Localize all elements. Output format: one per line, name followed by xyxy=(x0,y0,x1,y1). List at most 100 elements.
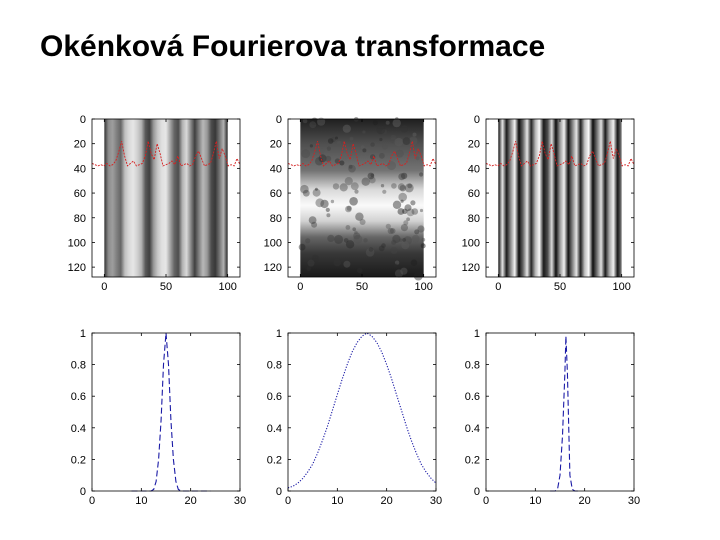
texture-dot xyxy=(370,173,375,178)
texture-dot xyxy=(400,199,404,203)
y-tick-label: 1 xyxy=(474,328,480,340)
y-tick-label: 0.4 xyxy=(71,423,86,435)
texture-dot xyxy=(346,205,352,211)
texture-dot xyxy=(404,183,414,193)
texture-dot xyxy=(398,173,406,181)
texture-dot xyxy=(370,142,375,147)
texture-dot xyxy=(398,192,408,202)
texture-dot xyxy=(360,145,365,150)
texture-dot xyxy=(400,267,408,275)
texture-dot xyxy=(419,172,424,177)
y-tick-label: 100 xyxy=(264,237,282,249)
texture-dot xyxy=(353,232,361,240)
y-tick-label: 0.4 xyxy=(465,423,480,435)
texture-dot xyxy=(400,224,408,232)
texture-dot xyxy=(306,266,312,271)
texture-dot xyxy=(368,176,376,184)
texture-dot xyxy=(348,164,353,169)
texture-dot xyxy=(397,183,406,191)
texture-dot xyxy=(393,263,398,268)
texture-dot xyxy=(309,144,313,148)
texture-dot xyxy=(334,234,344,244)
texture-dot xyxy=(411,208,419,215)
y-tick-label: 80 xyxy=(74,213,86,225)
y-tick-label: 0.6 xyxy=(71,391,86,403)
x-tick-label: 20 xyxy=(185,495,197,507)
texture-dot xyxy=(356,267,363,274)
x-tick-label: 0 xyxy=(297,281,303,293)
x-tick-label: 20 xyxy=(381,495,393,507)
signal-trace xyxy=(91,141,241,167)
y-tick-label: 60 xyxy=(74,188,86,200)
y-tick-label: 60 xyxy=(270,188,282,200)
y-tick-label: 0 xyxy=(80,486,86,498)
y-tick-label: 0.6 xyxy=(465,391,480,403)
texture-dot xyxy=(348,164,356,173)
y-tick-label: 0 xyxy=(276,114,282,126)
texture-dot xyxy=(382,189,387,194)
spectrogram-image xyxy=(300,119,424,277)
panel-top-right: 0 50 100 0 20 40 60 80 100 120 xyxy=(462,114,635,293)
texture-dot xyxy=(400,125,408,133)
panel-top-center: 0 50 100 0 20 40 60 80 100 120 xyxy=(264,114,437,293)
texture-dot xyxy=(345,225,351,230)
texture-dot xyxy=(401,241,410,250)
x-tick-label: 30 xyxy=(430,495,442,507)
texture-dot xyxy=(379,152,385,159)
y-tick-label: 0.6 xyxy=(267,391,282,403)
spectrogram-image xyxy=(104,119,228,277)
texture-dot xyxy=(350,182,359,191)
texture-dot xyxy=(391,183,397,189)
texture-dot xyxy=(402,238,406,242)
x-tick-label: 10 xyxy=(135,495,147,507)
slide-title: Okénková Fourierova transformace xyxy=(40,30,546,63)
texture-dot xyxy=(320,199,329,209)
texture-dot xyxy=(378,245,385,252)
y-tick-label: 120 xyxy=(264,262,282,274)
texture-dot xyxy=(330,136,336,143)
texture-dot xyxy=(409,136,418,146)
texture-dot xyxy=(376,125,386,135)
texture-dot xyxy=(421,237,426,242)
x-tick-label: 50 xyxy=(356,281,368,293)
texture-dot xyxy=(363,238,368,243)
texture-dot xyxy=(309,121,317,129)
texture-dot xyxy=(330,199,335,204)
axes-frame xyxy=(485,332,635,492)
y-tick-label: 0 xyxy=(276,486,282,498)
texture-dot xyxy=(382,143,388,150)
texture-dot xyxy=(314,187,318,191)
texture-dot xyxy=(352,227,357,231)
texture-dot xyxy=(404,204,412,212)
x-tick-label: 0 xyxy=(285,495,291,507)
texture-dot xyxy=(327,234,335,242)
texture-dot xyxy=(349,136,354,141)
x-tick-label: 50 xyxy=(160,281,172,293)
texture-dot xyxy=(387,227,394,235)
texture-dot xyxy=(365,248,375,257)
texture-dot xyxy=(400,172,408,180)
texture-dot xyxy=(392,234,401,243)
texture-dot xyxy=(394,137,404,147)
signal-trace xyxy=(287,141,437,167)
y-tick-label: 0.2 xyxy=(267,454,282,466)
y-tick-label: 20 xyxy=(468,139,480,151)
x-tick-label: 50 xyxy=(554,281,566,293)
texture-dot xyxy=(402,137,411,146)
texture-dot xyxy=(403,236,413,245)
texture-dot xyxy=(394,269,404,278)
texture-dot xyxy=(298,243,306,251)
texture-dot xyxy=(333,258,342,267)
axes-frame xyxy=(91,332,241,492)
texture-dot xyxy=(332,183,340,190)
texture-dot xyxy=(345,240,355,249)
x-tick-label: 0 xyxy=(495,281,501,293)
x-tick-label: 30 xyxy=(234,495,246,507)
panel-top-left: 0 50 100 0 20 40 60 80 100 120 xyxy=(68,114,241,293)
y-tick-label: 0.4 xyxy=(267,423,282,435)
texture-dot xyxy=(305,238,311,244)
texture-dot xyxy=(335,136,338,140)
texture-dot xyxy=(414,229,420,235)
texture-dot xyxy=(354,230,358,235)
texture-dot xyxy=(344,177,353,186)
